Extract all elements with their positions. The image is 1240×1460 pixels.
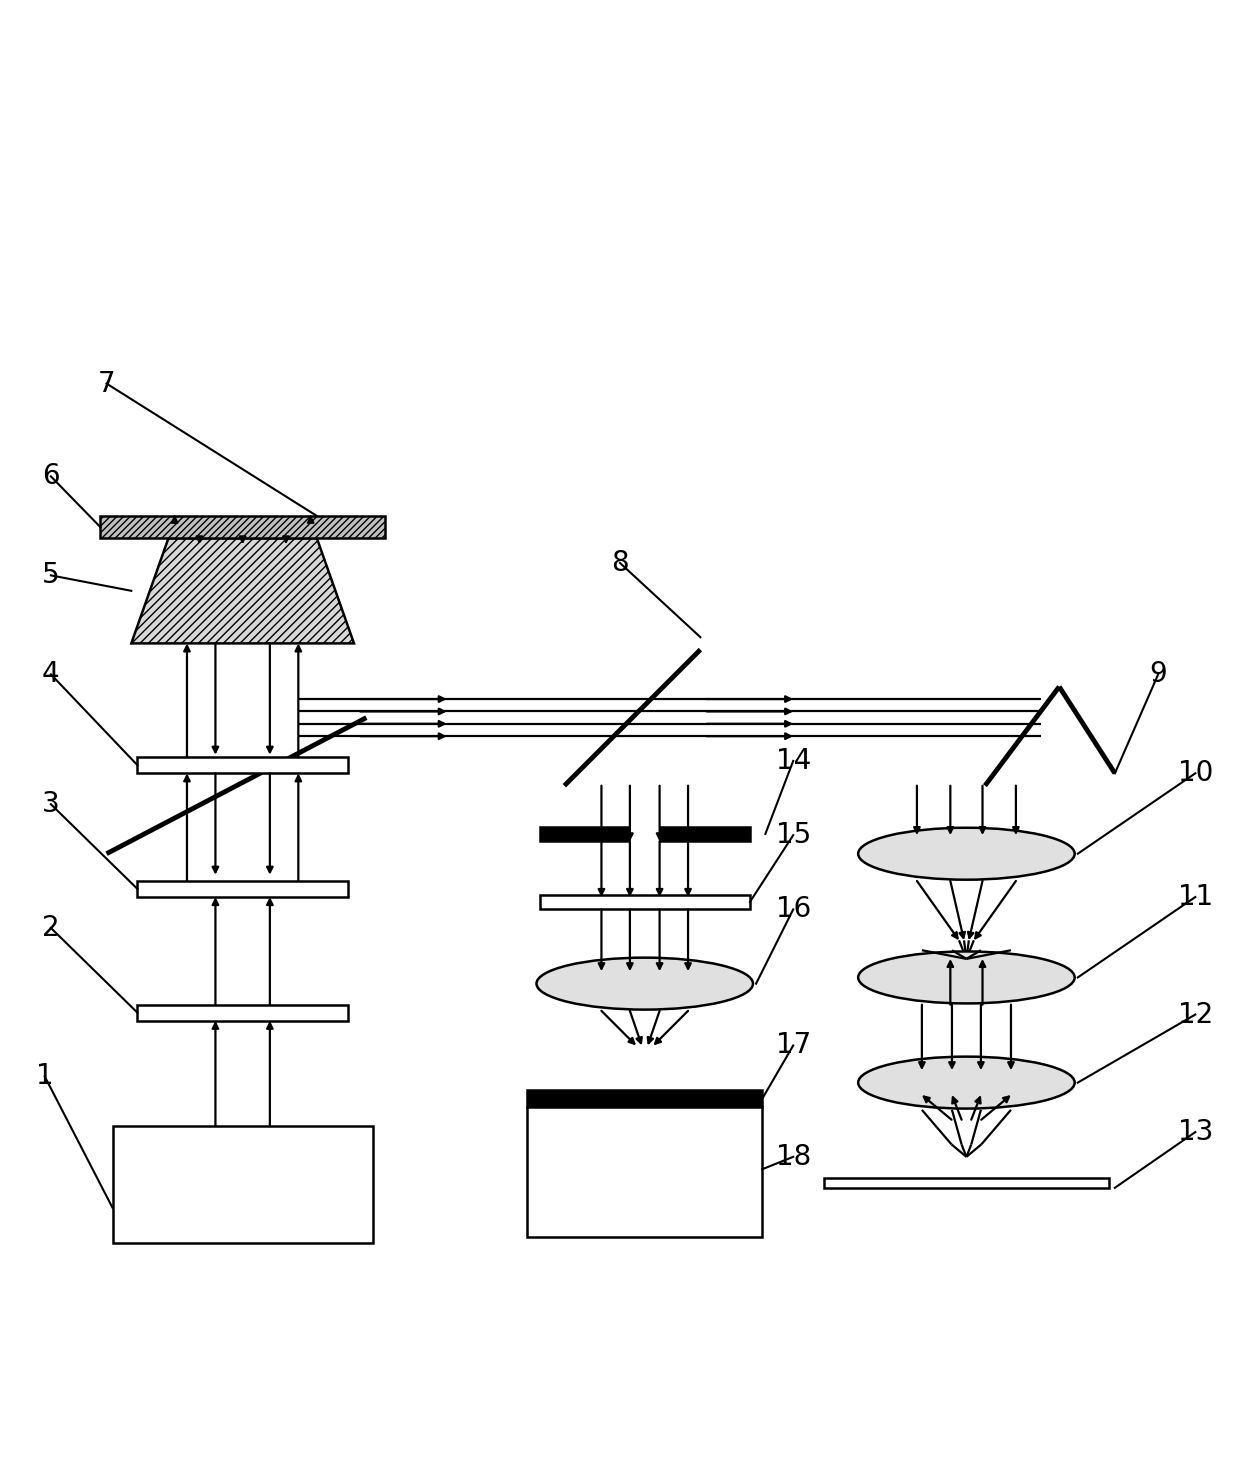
Text: 11: 11 [1178, 883, 1213, 911]
Bar [527, 1107, 763, 1237]
Ellipse shape [858, 1057, 1075, 1108]
Text: 6: 6 [42, 463, 60, 491]
Text: 1: 1 [36, 1063, 53, 1091]
Text: 12: 12 [1178, 1000, 1213, 1028]
Text: 15: 15 [775, 821, 811, 850]
Bar [138, 758, 347, 774]
Bar [539, 895, 750, 910]
Ellipse shape [858, 952, 1075, 1003]
Bar [138, 880, 347, 896]
Text: 8: 8 [611, 549, 629, 577]
Text: 17: 17 [775, 1032, 811, 1060]
Bar [539, 826, 629, 841]
Ellipse shape [858, 828, 1075, 880]
Polygon shape [131, 539, 353, 644]
Text: 13: 13 [1178, 1118, 1213, 1146]
Text: 4: 4 [42, 660, 60, 688]
Text: 7: 7 [98, 369, 115, 397]
Text: 18: 18 [775, 1143, 811, 1171]
Text: 2: 2 [42, 914, 60, 942]
Text: 16: 16 [775, 895, 811, 923]
Ellipse shape [537, 958, 753, 1010]
Bar [825, 1178, 1109, 1188]
Bar [100, 515, 384, 539]
Text: 9: 9 [1149, 660, 1167, 688]
Bar [527, 1091, 763, 1107]
Text: 14: 14 [775, 748, 811, 775]
Bar [113, 1126, 372, 1244]
Bar [138, 1004, 347, 1021]
Text: 3: 3 [42, 790, 60, 818]
Text: 10: 10 [1178, 759, 1213, 787]
Bar [660, 826, 750, 841]
Text: 5: 5 [42, 561, 60, 590]
